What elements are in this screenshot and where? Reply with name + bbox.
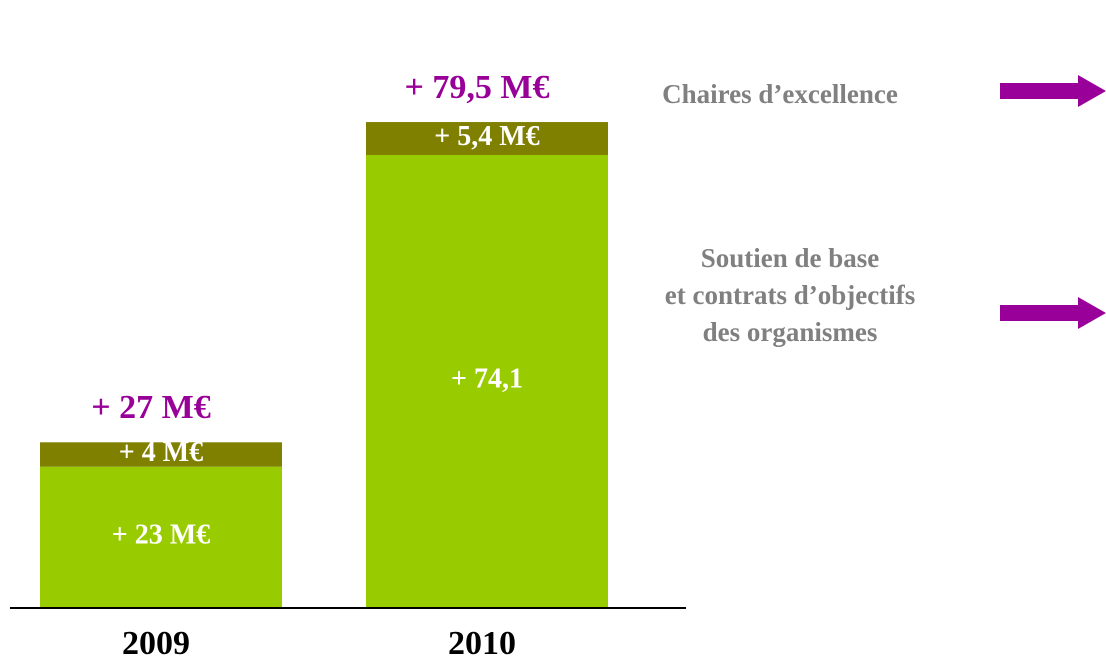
- value-label: + 23 M€: [112, 519, 210, 550]
- x-tick-label: 2009: [122, 625, 190, 662]
- value-label: + 5,4 M€: [434, 121, 539, 152]
- bar-segment: [40, 442, 282, 467]
- total-label: + 79,5 M€: [405, 69, 550, 106]
- bar-segment: [366, 122, 608, 155]
- legend-item: Chaires d’excellence: [662, 79, 898, 109]
- value-label: + 4 M€: [119, 437, 203, 468]
- arrow: [1000, 75, 1106, 107]
- bar-segment: [40, 466, 282, 607]
- arrow: [1000, 297, 1106, 329]
- legend-item: Soutien de base et contrats d’objectifs …: [664, 243, 916, 347]
- bar-segment: [366, 154, 608, 608]
- total-label: + 27 M€: [91, 389, 210, 426]
- x-tick-label: 2010: [448, 625, 516, 662]
- value-label: + 74,1: [451, 363, 523, 394]
